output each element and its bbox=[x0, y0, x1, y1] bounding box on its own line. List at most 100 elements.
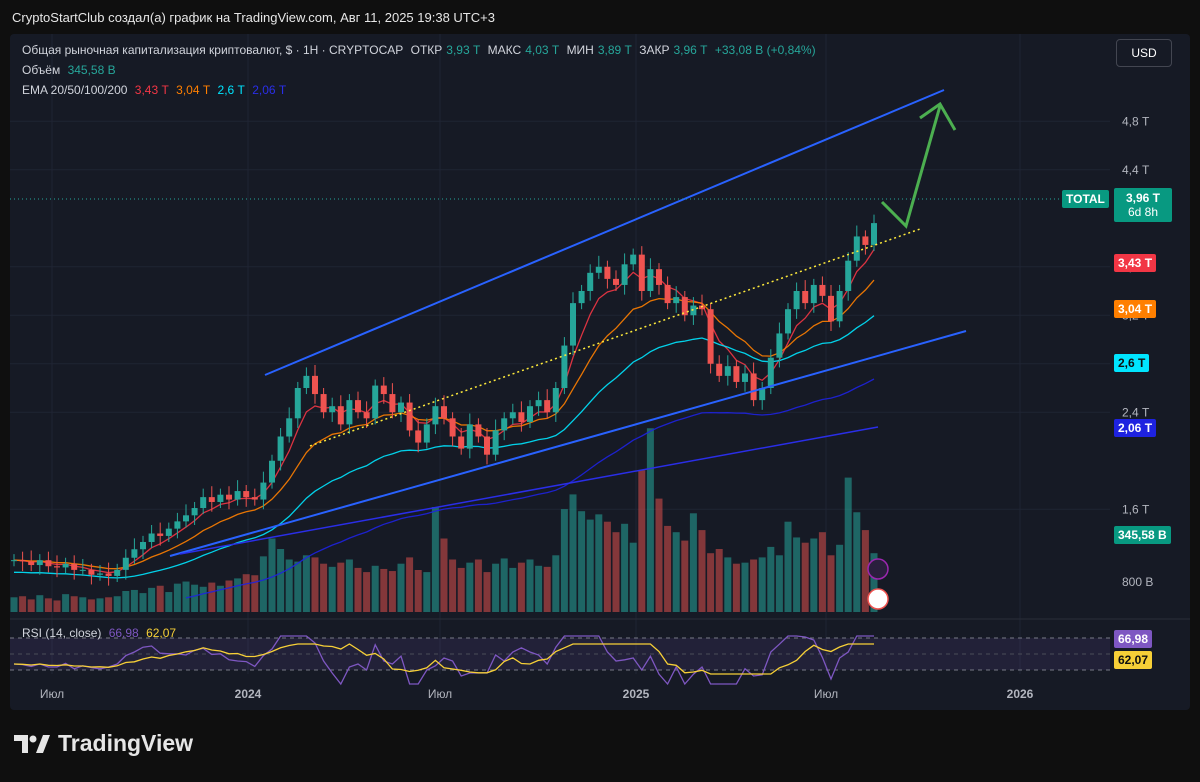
volume-bar bbox=[784, 521, 792, 612]
volume-bar bbox=[646, 428, 654, 612]
x-axis-tick-label: Июл bbox=[428, 687, 452, 701]
volume-bar bbox=[208, 582, 216, 612]
volume-bar bbox=[225, 580, 233, 612]
tradingview-logo-icon bbox=[14, 734, 50, 753]
candle-body bbox=[260, 482, 267, 500]
legend-volume-label: Объём bbox=[22, 63, 61, 77]
volume-bar bbox=[449, 559, 457, 612]
candle-body bbox=[535, 400, 542, 407]
candle-body bbox=[183, 515, 189, 522]
volume-bar bbox=[707, 553, 715, 612]
volume-bar bbox=[664, 525, 672, 612]
volume-bar bbox=[277, 549, 285, 612]
candle-body bbox=[312, 375, 318, 395]
candle-body bbox=[243, 491, 250, 498]
rsi-tag: 66,98 bbox=[1114, 630, 1153, 648]
candle-body bbox=[45, 560, 52, 567]
candle-body bbox=[518, 412, 525, 422]
candle-body bbox=[647, 269, 654, 291]
volume-bar bbox=[758, 557, 766, 612]
candle-body bbox=[200, 497, 207, 509]
candle-body bbox=[277, 436, 284, 461]
candle-body bbox=[819, 284, 826, 296]
volume-bar bbox=[586, 519, 594, 612]
volume-bar bbox=[827, 555, 835, 612]
candle-body bbox=[527, 406, 533, 422]
volume-tag: 345,58 B bbox=[1114, 526, 1171, 544]
legend-open-label: ОТКР bbox=[410, 43, 443, 57]
candle-body bbox=[19, 560, 26, 562]
volume-bar bbox=[105, 597, 113, 612]
candle-body bbox=[423, 424, 430, 443]
tradingview-logo[interactable]: TradingView bbox=[14, 730, 193, 757]
legend-ema-label: EMA 20/50/100/200 bbox=[22, 83, 128, 97]
volume-bar bbox=[36, 595, 44, 612]
candle-body bbox=[509, 412, 516, 419]
last-price-tag: 3,96 Т 6d 8h bbox=[1114, 188, 1172, 222]
candle-body bbox=[71, 563, 78, 570]
flag-marker-icon bbox=[867, 588, 889, 610]
volume-bar bbox=[801, 542, 809, 612]
candle-body bbox=[88, 569, 95, 575]
volume-bar bbox=[96, 598, 104, 612]
candle-body bbox=[372, 385, 379, 419]
volume-bar bbox=[397, 563, 405, 612]
legend-high-label: МАКС bbox=[487, 43, 522, 57]
candle-body bbox=[234, 491, 241, 500]
volume-bar bbox=[122, 591, 130, 612]
volume-bar bbox=[311, 557, 319, 612]
channel-lower-line bbox=[169, 330, 967, 557]
legend-rsi-label: RSI (14, close) bbox=[22, 626, 102, 640]
candle-body bbox=[105, 573, 112, 576]
candle-body bbox=[458, 436, 465, 449]
volume-bar bbox=[251, 575, 259, 612]
ema-100-line bbox=[13, 315, 875, 579]
last-price-value: 3,96 Т bbox=[1125, 191, 1161, 205]
rsi-line bbox=[13, 635, 874, 686]
candle-body bbox=[862, 236, 869, 245]
candle-body bbox=[346, 400, 353, 425]
candle-body bbox=[432, 406, 439, 425]
candle-body bbox=[380, 385, 387, 395]
candle-body bbox=[802, 291, 809, 304]
volume-bar bbox=[234, 578, 242, 612]
candle-body bbox=[828, 295, 834, 322]
x-axis-tick-label: 2025 bbox=[623, 687, 650, 701]
currency-button[interactable]: USD bbox=[1116, 39, 1172, 67]
volume-bar bbox=[431, 507, 439, 612]
volume-bar bbox=[492, 563, 500, 612]
volume-bar bbox=[302, 555, 310, 612]
volume-bar bbox=[569, 494, 577, 612]
candle-body bbox=[355, 400, 361, 413]
volume-bar bbox=[139, 593, 147, 612]
x-axis-tick-label: 2026 bbox=[1007, 687, 1034, 701]
volume-bar bbox=[578, 511, 586, 612]
volume-bar bbox=[113, 596, 121, 612]
candle-body bbox=[621, 264, 628, 285]
volume-bar bbox=[337, 562, 345, 612]
volume-bar bbox=[216, 585, 224, 612]
volume-bar bbox=[526, 559, 534, 612]
volume-bar bbox=[130, 589, 138, 612]
volume-bar bbox=[861, 530, 869, 612]
candle-body bbox=[251, 497, 258, 500]
volume-bar bbox=[732, 563, 740, 612]
legend-rsi-row: RSI (14, close) 66,98 62,07 bbox=[22, 626, 180, 640]
legend-close-label: ЗАКР bbox=[639, 43, 670, 57]
projection-arrow-head bbox=[919, 101, 957, 131]
candle-body bbox=[785, 309, 791, 334]
volume-bar bbox=[535, 565, 543, 612]
volume-bar bbox=[844, 477, 852, 612]
volume-bar bbox=[715, 549, 723, 612]
candle-body bbox=[810, 284, 817, 304]
x-axis-tick-label: Июл bbox=[814, 687, 838, 701]
volume-bar bbox=[595, 514, 603, 612]
legend-close-value: 3,96 Т bbox=[673, 43, 708, 57]
volume-bar bbox=[509, 567, 517, 612]
volume-bar bbox=[853, 512, 861, 612]
volume-bar bbox=[638, 470, 646, 612]
projection-arrow-path bbox=[880, 105, 942, 229]
candle-body bbox=[836, 291, 843, 322]
